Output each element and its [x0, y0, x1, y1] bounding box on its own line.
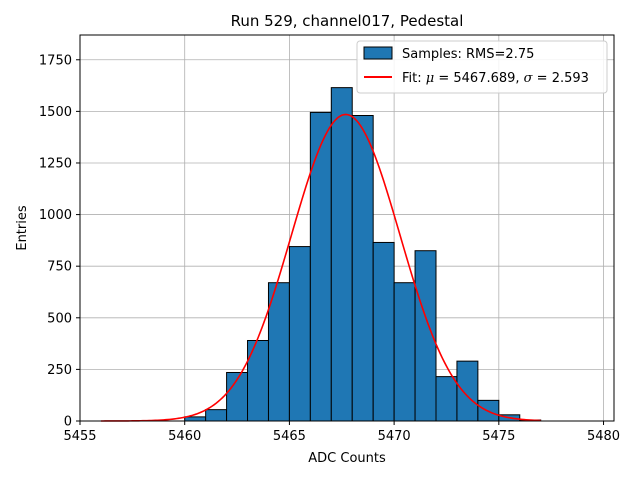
x-tick-label-2: 5465 [273, 429, 306, 444]
legend-label-samples: Samples: RMS=2.75 [402, 47, 534, 62]
legend-fit-prefix: Fit: [402, 71, 426, 86]
y-tick-label-6: 1500 [39, 105, 72, 120]
histogram-bar-8 [351, 115, 374, 422]
x-tick-label-1: 5460 [168, 429, 201, 444]
histogram-bars [184, 87, 542, 422]
histogram-bar-6 [309, 111, 332, 422]
legend-label-fit: Fit: μ = 5467.689, σ = 2.593 [402, 71, 589, 86]
histogram-bar-5 [288, 246, 311, 422]
chart-title: Run 529, channel017, Pedestal [231, 12, 464, 30]
plot-frame [79, 34, 615, 422]
x-tick-label-5: 5480 [587, 429, 620, 444]
y-axis-title: Entries [15, 205, 30, 251]
y-axis-ticks: 0 250 500 750 1000 1250 1500 1750 [39, 53, 80, 430]
histogram-bar-10 [393, 282, 416, 422]
y-tick-label-5: 1250 [39, 156, 72, 171]
histogram-bar-9 [372, 241, 395, 422]
y-tick-label-1: 250 [47, 363, 72, 378]
histogram-bar-4 [267, 282, 290, 422]
legend-fit-sigma-value: = 2.593 [533, 71, 589, 86]
histogram-bar-12 [435, 376, 458, 422]
legend-swatch-samples [363, 46, 393, 60]
histogram-bar-3 [247, 339, 269, 422]
histogram-bar-0 [184, 416, 207, 422]
x-tick-label-3: 5470 [378, 429, 411, 444]
histogram-bar-13 [456, 360, 479, 422]
y-tick-label-0: 0 [64, 415, 72, 430]
fit-curve-group [100, 113, 541, 422]
x-tick-label-0: 5455 [63, 429, 96, 444]
y-tick-label-2: 500 [47, 311, 72, 326]
x-tick-label-4: 5475 [482, 429, 515, 444]
y-tick-label-7: 1750 [39, 53, 72, 68]
y-tick-label-3: 750 [47, 260, 72, 275]
legend-box [356, 40, 608, 94]
legend-fit-sigma-symbol: σ [524, 71, 534, 86]
legend: Samples: RMS=2.75 Fit: μ = 5467.689, σ =… [356, 40, 608, 94]
legend-fit-mu-symbol: μ [426, 71, 434, 86]
legend-fit-mu-value: = 5467.689, [434, 71, 523, 86]
y-tick-label-4: 1000 [39, 208, 72, 223]
histogram-bar-7 [330, 87, 353, 422]
histogram-bar-1 [205, 409, 228, 422]
x-axis-ticks: 5455 5460 5465 5470 5475 5480 [63, 421, 620, 444]
x-axis-title: ADC Counts [308, 451, 386, 466]
fit-curve [100, 113, 541, 422]
